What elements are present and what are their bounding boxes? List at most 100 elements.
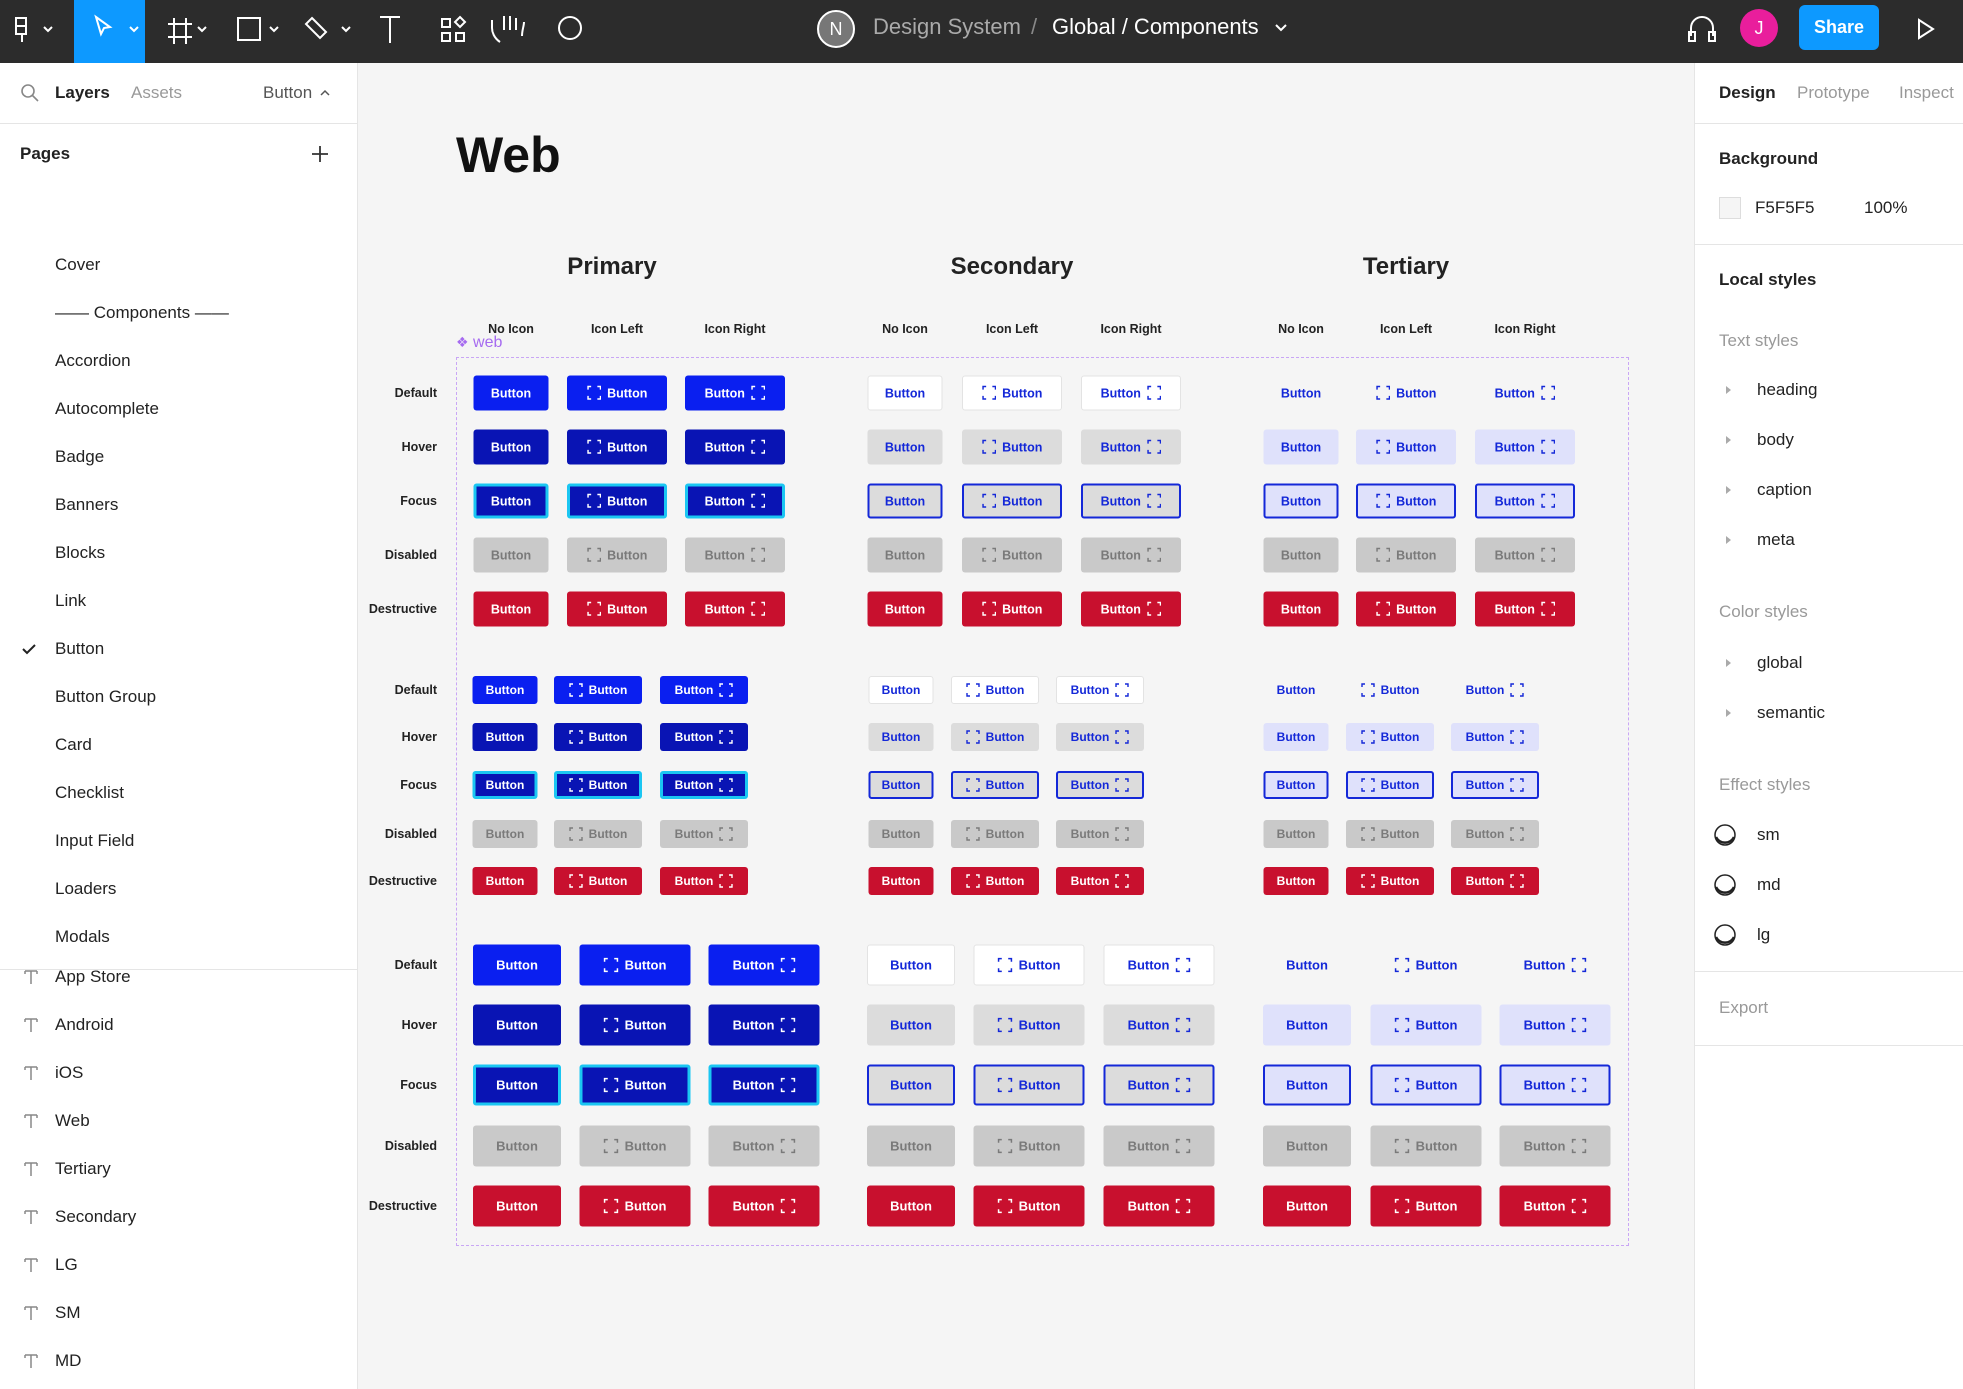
button[interactable]: Button (1103, 1064, 1215, 1106)
button[interactable]: Button (973, 1064, 1085, 1106)
page-item[interactable]: Button Group (55, 687, 157, 706)
button[interactable]: Button (567, 429, 667, 465)
button[interactable]: Button (579, 1064, 691, 1106)
button[interactable]: Button (579, 1004, 691, 1046)
page-item[interactable]: Loaders (55, 879, 117, 898)
button[interactable]: Button (1264, 676, 1329, 704)
button[interactable]: Button (472, 867, 538, 895)
page-item[interactable]: Input Field (55, 831, 135, 850)
button[interactable]: Button (473, 375, 549, 411)
style-item[interactable]: sm (1757, 825, 1780, 844)
button[interactable]: Button (554, 820, 642, 848)
button[interactable]: Button (1500, 945, 1611, 986)
button[interactable]: Button (1263, 1185, 1351, 1227)
button[interactable]: Button (1103, 1185, 1215, 1227)
layer-item[interactable]: Web (55, 1111, 90, 1130)
button[interactable]: Button (973, 1125, 1085, 1167)
button[interactable]: Button (579, 1125, 691, 1167)
button[interactable]: Button (1356, 537, 1456, 573)
button[interactable]: Button (472, 723, 538, 751)
button[interactable]: Button (1356, 591, 1456, 627)
page-item[interactable]: Cover (55, 255, 101, 274)
button[interactable]: Button (567, 537, 667, 573)
page-item[interactable]: Modals (55, 927, 110, 946)
effect-icon[interactable] (1713, 923, 1737, 947)
style-item[interactable]: semantic (1757, 703, 1826, 722)
button[interactable]: Button (973, 1004, 1085, 1046)
button[interactable]: Button (868, 771, 934, 799)
button[interactable]: Button (951, 723, 1039, 751)
button[interactable]: Button (685, 375, 785, 411)
button[interactable]: Button (473, 1125, 561, 1167)
button[interactable]: Button (1056, 676, 1144, 704)
hand-tool[interactable] (491, 16, 525, 43)
button[interactable]: Button (867, 483, 943, 519)
button[interactable]: Button (567, 591, 667, 627)
button[interactable]: Button (1346, 723, 1434, 751)
tab-prototype[interactable]: Prototype (1797, 83, 1870, 102)
pen-tool[interactable] (304, 16, 328, 40)
button[interactable]: Button (472, 820, 538, 848)
button[interactable]: Button (868, 820, 934, 848)
page-item[interactable]: Checklist (55, 783, 124, 802)
button[interactable]: Button (1056, 771, 1144, 799)
button[interactable]: Button (1371, 945, 1482, 986)
layer-item[interactable]: Android (55, 1015, 114, 1034)
style-item[interactable]: caption (1757, 480, 1812, 499)
figma-menu[interactable] (15, 17, 27, 42)
button[interactable]: Button (473, 1004, 561, 1046)
button[interactable]: Button (1263, 429, 1339, 465)
button[interactable]: Button (660, 771, 748, 799)
button[interactable]: Button (1370, 1004, 1482, 1046)
button[interactable]: Button (1263, 1064, 1351, 1106)
button[interactable]: Button (973, 1185, 1085, 1227)
button[interactable]: Button (951, 676, 1039, 704)
style-item[interactable]: body (1757, 430, 1794, 449)
button[interactable]: Button (1451, 771, 1539, 799)
tab-design[interactable]: Design (1719, 83, 1776, 102)
search-icon[interactable] (20, 83, 40, 103)
expand-arrow[interactable] (1722, 428, 1746, 452)
button[interactable]: Button (685, 591, 785, 627)
layer-item[interactable]: App Store (55, 967, 131, 986)
button[interactable]: Button (1451, 820, 1539, 848)
button[interactable]: Button (473, 591, 549, 627)
button[interactable]: Button (1263, 1004, 1351, 1046)
button[interactable]: Button (1056, 820, 1144, 848)
dropdown-chevron[interactable] (318, 87, 332, 99)
button[interactable]: Button (867, 1064, 955, 1106)
button[interactable]: Button (1263, 945, 1351, 986)
page-item[interactable]: —— Components —— (55, 303, 229, 322)
button[interactable]: Button (962, 591, 1062, 627)
button[interactable]: Button (1263, 820, 1329, 848)
expand-arrow[interactable] (1722, 528, 1746, 552)
comment-tool[interactable] (558, 16, 582, 40)
user-avatar[interactable]: J (1740, 9, 1778, 47)
button[interactable]: Button (867, 429, 943, 465)
button[interactable]: Button (1475, 591, 1575, 627)
button[interactable]: Button (1081, 429, 1181, 465)
style-item[interactable]: meta (1757, 530, 1795, 549)
file-name[interactable]: Global / Components (1052, 14, 1259, 39)
button[interactable]: Button (1081, 591, 1181, 627)
button[interactable]: Button (867, 1125, 955, 1167)
page-item[interactable]: Banners (55, 495, 119, 514)
button[interactable]: Button (1499, 1185, 1611, 1227)
page-item[interactable]: Autocomplete (55, 399, 159, 418)
team-avatar[interactable]: N (817, 10, 855, 48)
button[interactable]: Button (473, 944, 561, 986)
button[interactable]: Button (1263, 537, 1339, 573)
button[interactable]: Button (951, 867, 1039, 895)
button[interactable]: Button (1499, 1064, 1611, 1106)
button[interactable]: Button (962, 537, 1062, 573)
button[interactable]: Button (1103, 1125, 1215, 1167)
button[interactable]: Button (473, 537, 549, 573)
present-button[interactable] (1912, 16, 1938, 42)
button[interactable]: Button (1263, 867, 1329, 895)
button[interactable]: Button (660, 820, 748, 848)
button[interactable]: Button (962, 375, 1062, 411)
button[interactable]: Button (708, 944, 820, 986)
button[interactable]: Button (1263, 1125, 1351, 1167)
button[interactable]: Button (1370, 1125, 1482, 1167)
button[interactable]: Button (567, 375, 667, 411)
